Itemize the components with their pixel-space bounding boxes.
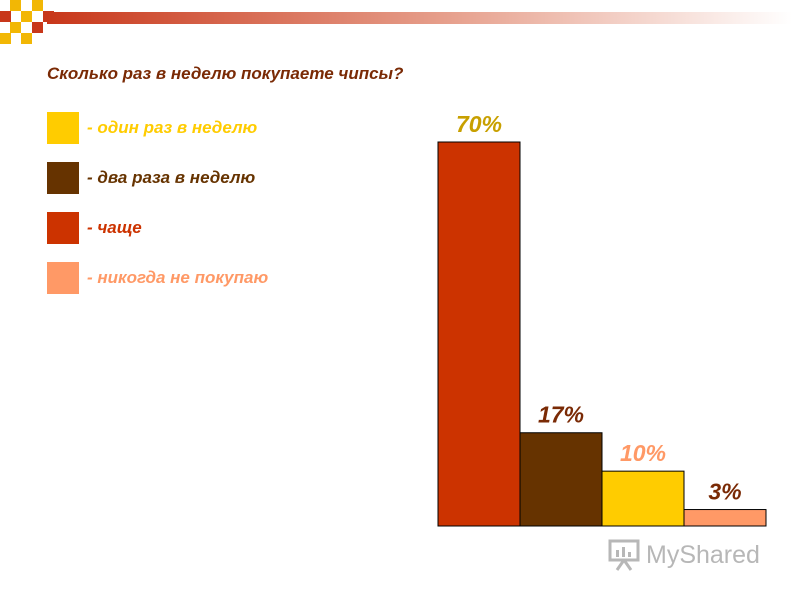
data-label-0: 70%: [456, 111, 502, 137]
bar-0: [437, 141, 521, 527]
data-label-1: 17%: [538, 402, 584, 428]
legend-label: - два раза в неделю: [87, 168, 256, 187]
decorative-header-band: [0, 0, 792, 44]
watermark-text: MyShared: [646, 540, 760, 569]
legend-swatch: [47, 162, 79, 194]
legend-item-never: - никогда не покупаю: [47, 262, 268, 294]
legend-label: - чаще: [87, 218, 142, 237]
data-label-3: 3%: [708, 479, 741, 505]
chart-title: Сколько раз в неделю покупаете чипсы?: [47, 64, 404, 83]
legend-swatch: [47, 262, 79, 294]
data-label-2: 10%: [620, 440, 666, 466]
legend-item-more-often: - чаще: [47, 212, 142, 244]
legend-item-once: - один раз в неделю: [47, 112, 257, 144]
legend-swatch: [47, 112, 79, 144]
presentation-icon: [608, 539, 640, 571]
watermark: MyShared: [608, 538, 760, 572]
legend-item-twice: - два раза в неделю: [47, 162, 255, 194]
bar-1: [519, 432, 603, 527]
legend-label: - один раз в неделю: [87, 118, 258, 137]
bar-2: [601, 470, 685, 527]
bar-3: [683, 509, 767, 527]
legend-label: - никогда не покупаю: [87, 268, 269, 287]
legend-swatch: [47, 212, 79, 244]
